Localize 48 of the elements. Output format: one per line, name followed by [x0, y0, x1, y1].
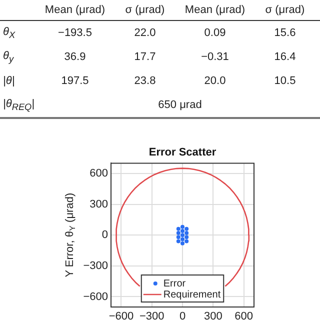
category-label: θ$_{y}$ [3, 50, 14, 64]
y-tick-label: 600 [90, 168, 108, 180]
text: 0.09 [204, 27, 226, 39]
point [184, 235, 189, 240]
y-tick-label: −300 [83, 260, 108, 272]
point [184, 226, 189, 231]
point [176, 231, 180, 236]
category-label: Mean (μrad) [40, 0, 110, 20]
legend-label: Requirement [163, 289, 221, 300]
category-label: σ (μrad) [250, 0, 320, 20]
text: 650 μrad [158, 99, 202, 111]
legend-label: Error [163, 278, 186, 290]
category-label: σ (μrad) [110, 0, 180, 20]
x-tick-label: 600 [234, 310, 253, 320]
text: 15.6 [274, 27, 296, 39]
text: 10.5 [274, 75, 296, 87]
point [176, 226, 180, 231]
y-axis-title: Y Error, θY (μrad) [64, 192, 78, 278]
x-tick-label: 0 [179, 310, 186, 320]
point [180, 224, 184, 229]
point [180, 233, 184, 238]
y-tick-label: 0 [102, 229, 108, 242]
category-label: θ$_{X}$ [3, 26, 16, 40]
category-label: Mean (μrad) [180, 0, 250, 20]
text: 17.7 [134, 51, 156, 63]
point [176, 239, 180, 244]
x-tick-label: 300 [204, 310, 222, 320]
text: 22.0 [134, 27, 156, 39]
x-tick-label: −300 [139, 310, 164, 320]
point [180, 228, 184, 233]
text: −0.31 [201, 51, 229, 63]
y-tick-label: −600 [83, 290, 108, 303]
point [180, 237, 184, 242]
category-label: |θ$_{REQ}$| [3, 98, 35, 112]
category-label: |θ| [3, 75, 15, 87]
text: 36.9 [64, 51, 86, 63]
text: 23.8 [134, 75, 156, 87]
point [184, 231, 189, 236]
chart-title: Error Scatter [148, 146, 217, 159]
point [180, 241, 184, 246]
point [176, 235, 180, 240]
x-tick-label: −600 [108, 310, 134, 320]
text: −193.5 [58, 27, 92, 39]
point [184, 239, 189, 244]
text: 197.5 [61, 75, 89, 87]
y-tick-label: 300 [90, 198, 108, 210]
text: 16.4 [274, 51, 296, 63]
text: 20.0 [204, 75, 226, 87]
